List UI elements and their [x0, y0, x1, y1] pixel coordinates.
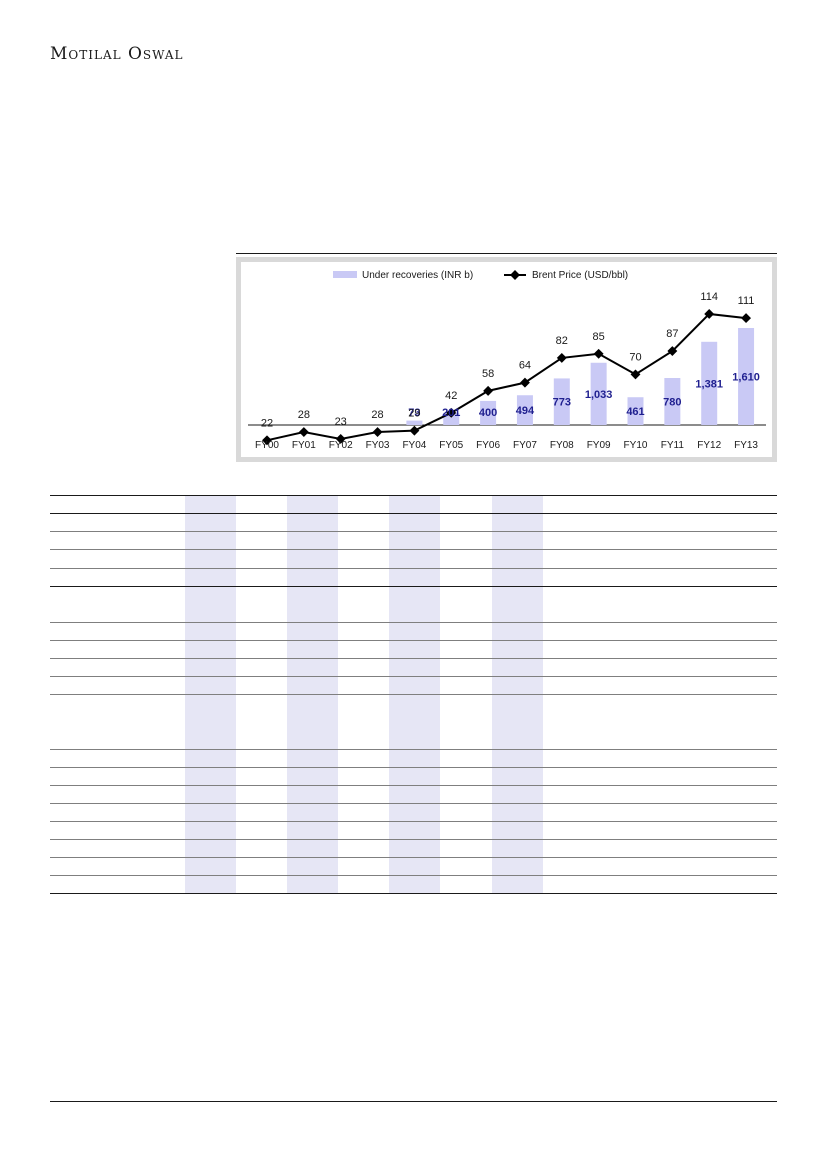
combo-chart: Under recoveries (INR b) Brent Price (US… — [248, 270, 766, 451]
table-rule — [50, 622, 777, 623]
line-marker-brent-fy08 — [556, 352, 567, 363]
table-rule — [50, 803, 777, 804]
x-tick-label: FY12 — [697, 440, 721, 451]
series-line-brent — [266, 312, 747, 442]
line-marker-brent-fy07 — [520, 377, 530, 388]
bar-under-recoveries-fy09 — [590, 362, 607, 425]
bar-value-label: 461 — [626, 406, 644, 418]
line-marker-brent-fy02 — [335, 433, 346, 444]
table-rule — [50, 586, 777, 587]
x-tick-label: FY04 — [402, 440, 426, 451]
table-rule — [50, 694, 777, 695]
table-rule — [50, 568, 777, 569]
line-marker-brent-fy03 — [372, 427, 383, 438]
brand-logo-text: Motilal Oswal — [50, 44, 184, 64]
bar-value-label: 1,033 — [585, 389, 613, 401]
x-tick-label: FY07 — [513, 440, 537, 451]
bar-under-recoveries-fy06 — [480, 400, 497, 425]
line-marker-brent-fy13 — [741, 313, 751, 324]
line-marker-brent-fy12 — [704, 309, 715, 319]
line-value-label: 82 — [556, 335, 568, 347]
table-rule — [50, 857, 777, 858]
x-tick-label: FY03 — [366, 440, 390, 451]
x-tick-label: FY11 — [661, 440, 685, 451]
bar-under-recoveries-fy11 — [664, 378, 681, 425]
bar-under-recoveries-fy10 — [627, 397, 644, 425]
line-marker-brent-fy09 — [593, 348, 604, 359]
line-marker-brent-fy01 — [298, 427, 309, 438]
x-tick-label: FY00 — [255, 440, 279, 451]
x-tick-label: FY06 — [476, 440, 500, 451]
bar-under-recoveries-fy07 — [516, 395, 533, 425]
line-marker-brent-fy04 — [409, 425, 420, 436]
table-rule — [50, 531, 777, 532]
table-rule — [50, 676, 777, 677]
line-value-label: 22 — [261, 417, 273, 429]
table-rule — [50, 549, 777, 550]
table-rule — [50, 785, 777, 786]
bar-under-recoveries-fy12 — [701, 341, 718, 425]
data-table — [50, 495, 777, 895]
bar-under-recoveries-fy05 — [443, 412, 460, 425]
x-tick-label: FY13 — [734, 440, 758, 451]
bar-under-recoveries-fy08 — [553, 378, 570, 425]
line-value-label: 28 — [298, 409, 310, 421]
line-value-label: 58 — [482, 368, 494, 380]
table-rule — [50, 893, 777, 894]
bar-value-label: 400 — [479, 407, 497, 419]
chart-legend: Under recoveries (INR b) Brent Price (US… — [333, 270, 628, 281]
x-tick-label: FY05 — [439, 440, 463, 451]
table-rule — [50, 875, 777, 876]
x-tick-label: FY09 — [587, 440, 611, 451]
table-rule — [50, 495, 777, 496]
bar-under-recoveries-fy04 — [406, 420, 423, 425]
bar-value-label: 201 — [442, 407, 460, 419]
bar-value-label: 1,610 — [732, 372, 760, 384]
bar-value-label: 773 — [553, 397, 571, 409]
table-rule — [50, 767, 777, 768]
table-rule — [50, 640, 777, 641]
line-value-label: 29 — [408, 408, 420, 420]
legend-label-line: Brent Price (USD/bbl) — [532, 270, 628, 281]
legend-marker-line — [510, 270, 520, 280]
line-value-label: 64 — [519, 360, 531, 372]
bar-value-label: 1,381 — [695, 378, 723, 390]
table-rule — [50, 658, 777, 659]
x-tick-label: FY10 — [624, 440, 648, 451]
x-tick-label: FY08 — [550, 440, 574, 451]
bar-value-label: 494 — [516, 405, 535, 417]
line-value-label: 114 — [700, 291, 718, 303]
line-value-label: 28 — [371, 409, 383, 421]
x-tick-label: FY02 — [329, 440, 353, 451]
line-marker-brent-fy06 — [483, 385, 494, 396]
table-rule — [50, 821, 777, 822]
legend-swatch-bar — [333, 271, 357, 278]
line-marker-brent-fy05 — [446, 407, 457, 418]
table-rule — [50, 513, 777, 514]
line-value-label: 23 — [335, 416, 347, 428]
line-value-label: 70 — [629, 351, 641, 363]
line-value-label: 42 — [445, 390, 457, 402]
line-value-label: 85 — [593, 331, 605, 343]
bar-value-label: 73 — [408, 407, 420, 419]
line-value-label: 87 — [666, 328, 678, 340]
bar-value-label: 780 — [663, 397, 681, 409]
legend-label-bar: Under recoveries (INR b) — [362, 270, 473, 281]
table-rule — [50, 749, 777, 750]
line-value-label: 111 — [738, 295, 755, 307]
line-marker-brent-fy10 — [630, 369, 641, 380]
x-tick-label: FY01 — [292, 440, 316, 451]
table-rule — [50, 839, 777, 840]
bar-under-recoveries-fy13 — [738, 328, 755, 425]
footer-rule — [50, 1101, 777, 1102]
chart-top-rule — [236, 253, 777, 254]
